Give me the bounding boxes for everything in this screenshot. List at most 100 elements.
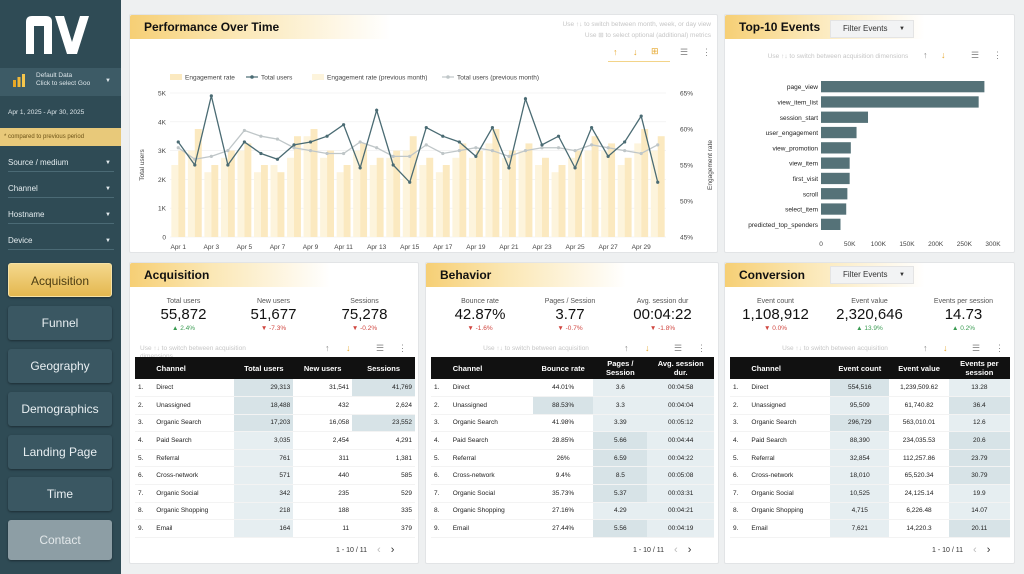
table-header[interactable] bbox=[431, 357, 450, 379]
table-row[interactable]: 2. Unassigned 95,509 61,740.82 36.4 bbox=[730, 396, 1010, 415]
filter-icon[interactable]: ☰ bbox=[680, 47, 689, 57]
y-tick-label: 2K bbox=[158, 177, 167, 184]
nav-funnel[interactable]: Funnel bbox=[8, 306, 112, 340]
optional-metrics-icon[interactable]: ⊞ bbox=[651, 46, 659, 56]
date-range-picker[interactable]: Apr 1, 2025 - Apr 30, 2025 bbox=[8, 109, 85, 116]
bar-engagement-prev bbox=[551, 172, 559, 237]
x-tick-label: 250K bbox=[957, 241, 973, 248]
table-row[interactable]: 1. Direct 44.01% 3.6 00:04:58 bbox=[431, 379, 714, 398]
table-row[interactable]: 6. Cross-network 571 440 585 bbox=[135, 466, 415, 486]
table-row[interactable]: 4. Paid Search 88,390 234,035.53 20.6 bbox=[730, 431, 1010, 450]
nav-acquisition[interactable]: Acquisition bbox=[8, 263, 112, 297]
filter-device[interactable]: Device ▼ bbox=[8, 232, 114, 250]
table-row[interactable]: 8. Organic Shopping 218 188 335 bbox=[135, 502, 415, 521]
nav-demographics[interactable]: Demographics bbox=[8, 392, 112, 426]
table-row[interactable]: 5. Referral 32,854 112,257.86 23.79 bbox=[730, 449, 1010, 468]
next-page-icon[interactable]: › bbox=[986, 544, 991, 556]
drill-down-icon[interactable]: ↓ bbox=[346, 343, 351, 353]
filter-source-medium[interactable]: Source / medium ▼ bbox=[8, 154, 114, 172]
table-row[interactable]: 9. Email 164 11 379 bbox=[135, 519, 415, 538]
table-header[interactable]: Total users bbox=[234, 357, 294, 379]
table-row[interactable]: 1. Direct 29,313 31,541 41,769 bbox=[135, 379, 415, 398]
table-cell: 164 bbox=[234, 519, 294, 538]
drill-down-icon[interactable]: ↓ bbox=[645, 343, 650, 353]
line-users-point bbox=[325, 134, 329, 138]
table-header[interactable]: Channel bbox=[153, 357, 235, 379]
table-row[interactable]: 2. Unassigned 88.53% 3.3 00:04:04 bbox=[431, 396, 714, 415]
filter-channel[interactable]: Channel ▼ bbox=[8, 180, 114, 198]
table-header[interactable] bbox=[730, 357, 749, 379]
table-row[interactable]: 2. Unassigned 18,488 432 2,624 bbox=[135, 396, 415, 415]
table-header[interactable] bbox=[135, 357, 154, 379]
more-options-icon[interactable]: ⋮ bbox=[702, 47, 711, 57]
table-header[interactable]: Channel bbox=[449, 357, 533, 379]
table-header[interactable]: New users bbox=[293, 357, 353, 379]
more-options-icon[interactable]: ⋮ bbox=[398, 343, 407, 353]
filter-events-dropdown[interactable]: Filter Events ▼ bbox=[830, 20, 914, 38]
table-cell: 3.6 bbox=[593, 379, 648, 398]
table-header[interactable]: Events per session bbox=[948, 357, 1010, 379]
table-cell: 3.3 bbox=[593, 396, 648, 415]
table-header[interactable]: Event count bbox=[830, 357, 890, 379]
more-options-icon[interactable]: ⋮ bbox=[697, 343, 706, 353]
table-header[interactable]: Avg. session dur. bbox=[647, 357, 714, 379]
behavior-table: Channel Bounce rate Pages / Session Avg. se… bbox=[431, 357, 714, 538]
table-row[interactable]: 1. Direct 554,516 1,239,509.62 13.28 bbox=[730, 379, 1010, 398]
table-row[interactable]: 4. Paid Search 3,035 2,454 4,291 bbox=[135, 431, 415, 450]
table-header[interactable]: Event value bbox=[889, 357, 949, 379]
table-cell: Direct bbox=[449, 379, 533, 398]
kpi-new-users: New users 51,677 ▼ -7.3% bbox=[250, 298, 297, 332]
drill-up-icon[interactable]: ↑ bbox=[923, 343, 928, 353]
drill-up-icon[interactable]: ↑ bbox=[325, 343, 330, 353]
more-options-icon[interactable]: ⋮ bbox=[995, 343, 1004, 353]
more-options-icon[interactable]: ⋮ bbox=[993, 50, 1002, 60]
drill-down-icon[interactable]: ↓ bbox=[633, 47, 638, 57]
drill-down-icon[interactable]: ↓ bbox=[941, 50, 946, 60]
filter-icon[interactable]: ☰ bbox=[376, 343, 385, 353]
drill-up-icon[interactable]: ↑ bbox=[624, 343, 629, 353]
next-page-icon[interactable]: › bbox=[687, 544, 692, 556]
data-source-selector[interactable]: Default Data Click to select Goo ▼ bbox=[0, 68, 121, 96]
table-row[interactable]: 9. Email 27.44% 5.56 00:04:19 bbox=[431, 519, 714, 538]
filter-icon[interactable]: ☰ bbox=[971, 50, 980, 60]
table-row[interactable]: 5. Referral 761 311 1,381 bbox=[135, 449, 415, 468]
table-row[interactable]: 3. Organic Search 296,729 563,010.01 12.6 bbox=[730, 414, 1010, 433]
acquisition-panel: Acquisition Total users 55,872 ▲ 2.4% New … bbox=[129, 262, 419, 564]
table-cell: 88,390 bbox=[830, 431, 890, 450]
next-page-icon[interactable]: › bbox=[390, 544, 395, 556]
filter-events-dropdown[interactable]: Filter Events ▼ bbox=[830, 266, 914, 284]
filter-icon[interactable]: ☰ bbox=[674, 343, 683, 353]
prev-page-icon[interactable]: ‹ bbox=[674, 544, 678, 556]
table-row[interactable]: 3. Organic Search 41.98% 3.39 00:05:12 bbox=[431, 414, 714, 433]
table-row[interactable]: 8. Organic Shopping 27.16% 4.29 00:04:21 bbox=[431, 502, 714, 521]
table-header[interactable]: Pages / Session bbox=[593, 357, 648, 379]
table-row[interactable]: 6. Cross-network 18,010 65,520.34 30.79 bbox=[730, 466, 1010, 486]
drill-down-icon[interactable]: ↓ bbox=[943, 343, 948, 353]
table-row[interactable]: 4. Paid Search 28.85% 5.66 00:04:44 bbox=[431, 431, 714, 450]
prev-page-icon[interactable]: ‹ bbox=[377, 544, 381, 556]
filter-hostname[interactable]: Hostname ▼ bbox=[8, 206, 114, 224]
table-cell: 529 bbox=[352, 484, 415, 503]
table-header[interactable]: Bounce rate bbox=[532, 357, 594, 379]
nav-geography[interactable]: Geography bbox=[8, 349, 112, 383]
table-row[interactable]: 7. Organic Social 342 235 529 bbox=[135, 484, 415, 503]
table-row[interactable]: 3. Organic Search 17,203 16,058 23,552 bbox=[135, 414, 415, 433]
drill-up-icon[interactable]: ↑ bbox=[923, 50, 928, 60]
table-row[interactable]: 9. Email 7,621 14,220.3 20.11 bbox=[730, 519, 1010, 538]
table-header[interactable]: Sessions bbox=[352, 357, 415, 379]
nav-time[interactable]: Time bbox=[8, 477, 112, 511]
table-row[interactable]: 7. Organic Social 35.73% 5.37 00:03:31 bbox=[431, 484, 714, 503]
nav-contact[interactable]: Contact bbox=[8, 520, 112, 560]
y-tick-label: 3K bbox=[158, 148, 167, 155]
drill-up-icon[interactable]: ↑ bbox=[613, 47, 618, 57]
table-row[interactable]: 8. Organic Shopping 4,715 6,226.48 14.07 bbox=[730, 502, 1010, 521]
table-cell: 342 bbox=[234, 484, 294, 503]
table-row[interactable]: 7. Organic Social 10,525 24,125.14 19.9 bbox=[730, 484, 1010, 503]
table-row[interactable]: 6. Cross-network 9.4% 8.5 00:05:08 bbox=[431, 466, 714, 486]
table-row[interactable]: 5. Referral 26% 6.59 00:04:22 bbox=[431, 449, 714, 468]
bar-engagement-prev bbox=[270, 165, 278, 237]
prev-page-icon[interactable]: ‹ bbox=[973, 544, 977, 556]
table-header[interactable]: Channel bbox=[748, 357, 831, 379]
nav-landing-page[interactable]: Landing Page bbox=[8, 435, 112, 469]
filter-icon[interactable]: ☰ bbox=[972, 343, 981, 353]
